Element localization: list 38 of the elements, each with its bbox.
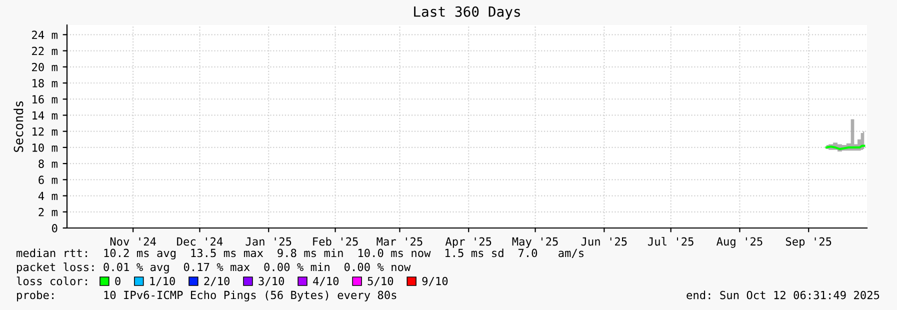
- y-tick-label: 10 m: [32, 143, 58, 152]
- y-tick-label: 24 m: [32, 30, 58, 39]
- x-tick-label: Apr '25: [445, 237, 492, 248]
- y-axis-title: Seconds: [14, 101, 24, 152]
- legend-label: 2/10: [204, 276, 230, 286]
- x-tick-label: Jan '25: [246, 237, 292, 246]
- x-tick-label: Nov '24: [110, 237, 156, 246]
- text: loss color:: [16, 276, 87, 286]
- text: packet loss: 0.01 % avg 0.17 % max 0.00 % min 0.00 % now: [17, 262, 411, 274]
- y-tick-label: 2 m: [38, 208, 58, 216]
- x-tick-label: Jul '25: [648, 237, 694, 246]
- x-tick-label: Aug '25: [716, 237, 762, 248]
- y-tick-label: 18 m: [32, 79, 58, 88]
- x-tick-label: Mar '25: [376, 237, 422, 246]
- legend-label: 0: [115, 276, 120, 286]
- y-tick-label: 12 m: [32, 127, 58, 136]
- text: probe: 10 IPv6-ICMP Echo Pings (56 Bytes) every 80s: [17, 290, 396, 302]
- y-tick-label: 6 m: [38, 176, 58, 184]
- x-tick-label: May '25: [512, 237, 558, 248]
- y-tick-label: 0: [52, 224, 58, 232]
- y-tick-label: 4 m: [38, 192, 58, 200]
- legend-label: 5/10: [368, 276, 394, 286]
- x-tick-label: Sep '25: [786, 237, 832, 248]
- text: median rtt: 10.2 ms avg 13.5 ms max 9.8 ms min 10.0 ms now 1.5 ms sd 7.0 am/s: [16, 248, 584, 260]
- y-tick-label: 14 m: [32, 111, 58, 120]
- x-tick-label: Feb '25: [313, 237, 358, 246]
- x-tick-label: Jun '25: [581, 237, 627, 246]
- y-tick-label: 20 m: [32, 62, 58, 72]
- y-tick-label: 22 m: [32, 46, 58, 56]
- y-tick-label: 8 m: [38, 160, 58, 168]
- legend-label: 3/10: [258, 276, 284, 286]
- legend-label: 1/10: [150, 276, 175, 286]
- chart-title: Last 360 Days: [414, 6, 520, 20]
- legend-label: 4/10: [313, 276, 339, 286]
- y-tick-label: 16 m: [32, 95, 58, 104]
- x-tick-label: Dec '24: [177, 237, 223, 246]
- text: end: Sun Oct 12 06:31:49 2025: [686, 290, 880, 300]
- legend-label: 9/10: [422, 276, 448, 286]
